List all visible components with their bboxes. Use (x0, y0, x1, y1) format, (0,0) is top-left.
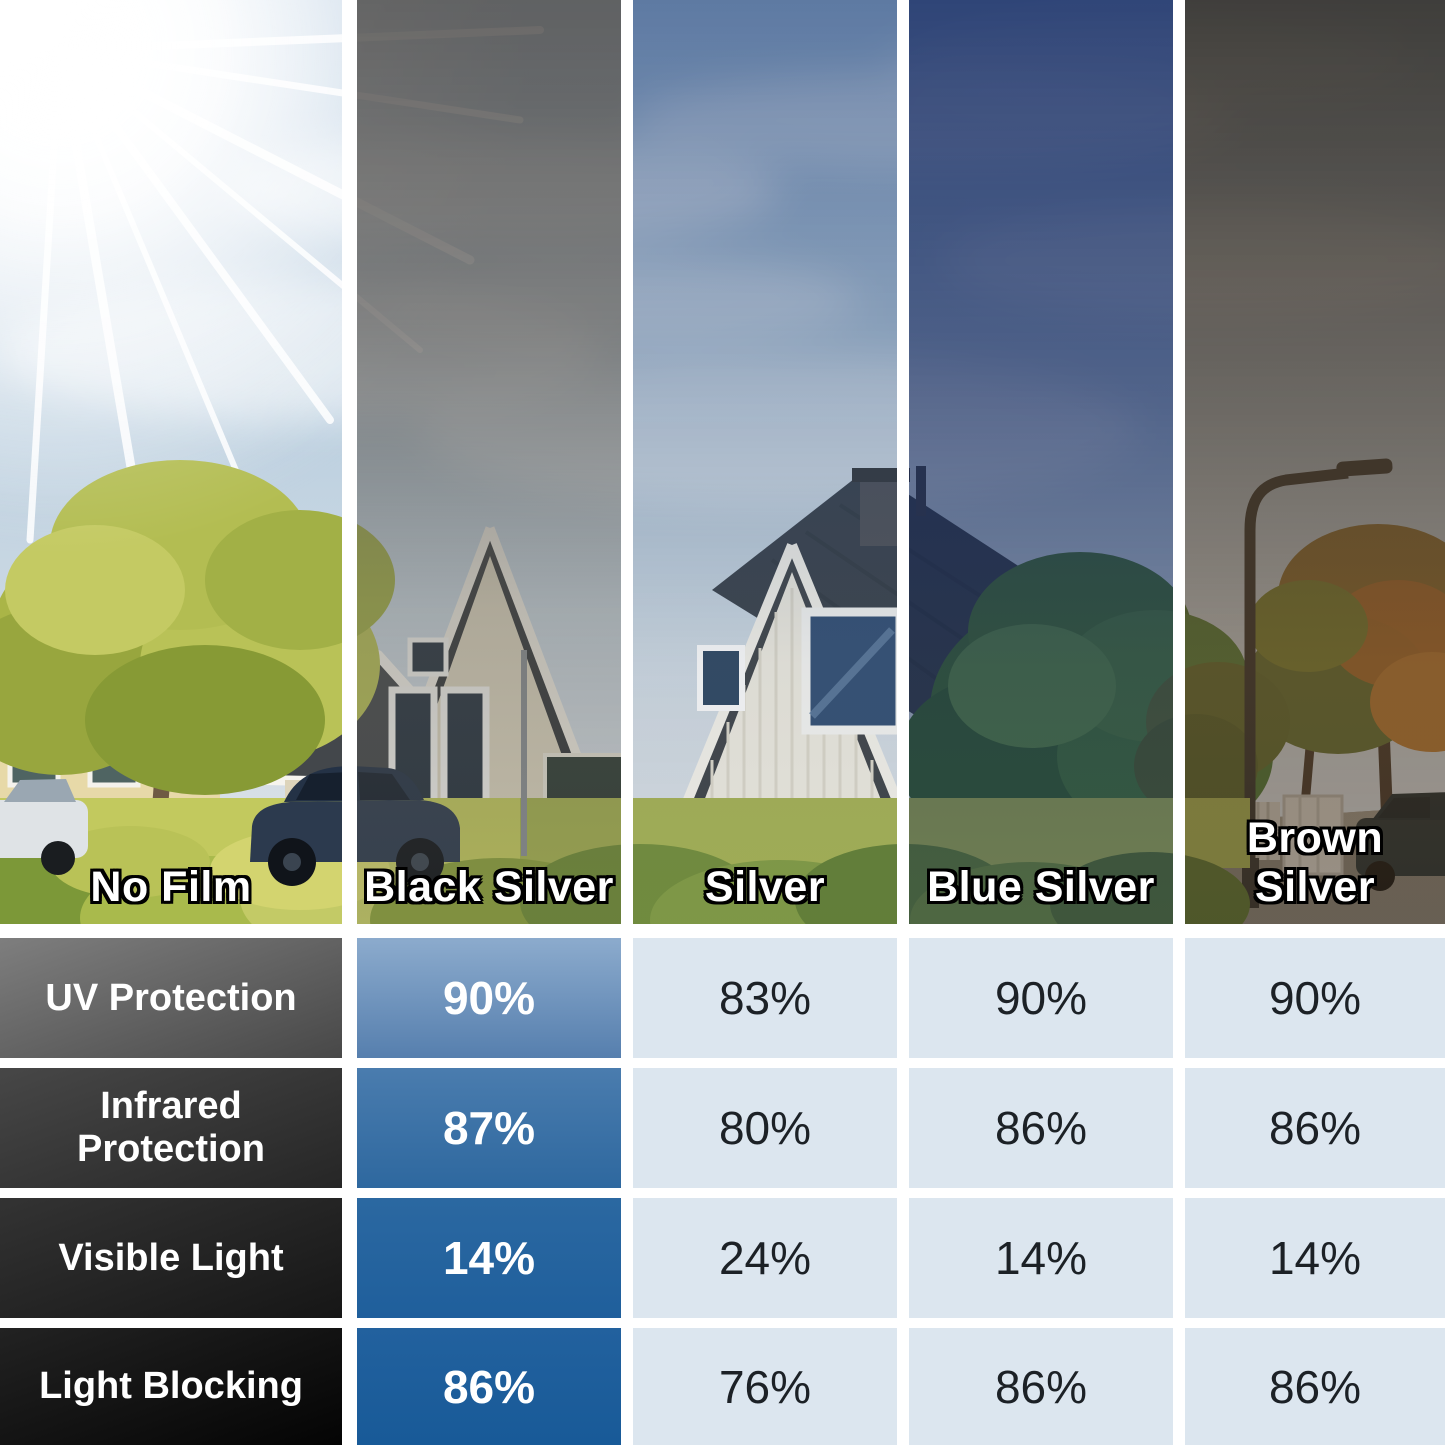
house-scene-illustration (357, 0, 621, 924)
film-label-blue-silver: Blue Silver (927, 863, 1155, 911)
house-scene-illustration (633, 0, 897, 924)
value-lb-brown-silver: 86% (1185, 1328, 1445, 1445)
film-label-black-silver: Black Silver (364, 863, 614, 911)
value-ir-black-silver: 87% (357, 1068, 621, 1188)
row-label-light-blocking: Light Blocking (0, 1328, 342, 1445)
film-label-brown-silver: Brown Silver (1246, 814, 1384, 911)
house-scene-illustration (909, 0, 1173, 924)
value-ir-blue-silver: 86% (909, 1068, 1173, 1188)
value-lb-silver: 76% (633, 1328, 897, 1445)
house-scene-illustration (0, 0, 342, 924)
film-label-silver: Silver (704, 863, 826, 911)
value-lb-blue-silver: 86% (909, 1328, 1173, 1445)
value-lb-black-silver: 86% (357, 1328, 621, 1445)
value-vl-blue-silver: 14% (909, 1198, 1173, 1318)
row-label-uv-protection: UV Protection (0, 938, 342, 1058)
row-label-infrared-protection: Infrared Protection (0, 1068, 342, 1188)
film-strip-brown-silver: Brown Silver (1185, 0, 1445, 924)
value-uv-brown-silver: 90% (1185, 938, 1445, 1058)
value-uv-blue-silver: 90% (909, 938, 1173, 1058)
film-strip-black-silver: Black Silver (357, 0, 621, 924)
film-label-no-film: No Film (90, 863, 252, 911)
row-label-visible-light: Visible Light (0, 1198, 342, 1318)
house-scene-illustration (1185, 0, 1445, 924)
value-vl-black-silver: 14% (357, 1198, 621, 1318)
film-strip-no-film: No Film (0, 0, 342, 924)
value-ir-brown-silver: 86% (1185, 1068, 1445, 1188)
value-uv-black-silver: 90% (357, 938, 621, 1058)
value-ir-silver: 80% (633, 1068, 897, 1188)
film-strip-silver: Silver (633, 0, 897, 924)
value-uv-silver: 83% (633, 938, 897, 1058)
film-strip-blue-silver: Blue Silver (909, 0, 1173, 924)
value-vl-silver: 24% (633, 1198, 897, 1318)
value-vl-brown-silver: 14% (1185, 1198, 1445, 1318)
